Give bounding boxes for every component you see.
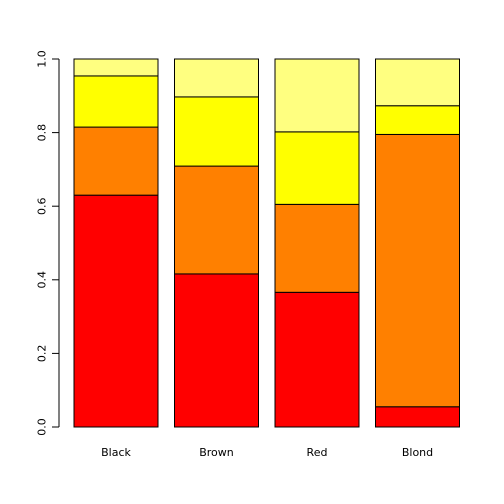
y-tick-label: 0.2	[36, 345, 49, 363]
bar-segment-blond-3	[375, 105, 460, 135]
bar-segment-black-3	[73, 75, 159, 128]
bar-segment-red-1	[274, 291, 360, 428]
bar-segment-blond-2	[375, 133, 460, 408]
x-category-label: Blond	[402, 446, 433, 459]
bars-group	[73, 58, 460, 428]
bar-segment-red-3	[274, 131, 360, 205]
y-tick-label: 0.4	[36, 271, 49, 289]
x-category-label: Red	[307, 446, 328, 459]
y-tick-label: 0.8	[36, 124, 49, 142]
bar-segment-red-2	[274, 203, 360, 293]
bar-segment-brown-1	[174, 273, 259, 428]
y-tick-label: 1.0	[36, 50, 49, 68]
bar-segment-red-4	[274, 58, 360, 133]
x-axis-labels: Black Brown Red Blond	[101, 446, 433, 459]
bar-segment-blond-1	[375, 406, 460, 428]
x-category-label: Brown	[199, 446, 234, 459]
bar-segment-brown-4	[174, 58, 259, 98]
bar-segment-blond-4	[375, 58, 460, 107]
bar-segment-brown-3	[174, 96, 259, 167]
y-tick-label: 0.6	[36, 197, 49, 215]
y-tick-label: 0.0	[36, 418, 49, 436]
bar-segment-black-1	[73, 194, 159, 428]
bar-segment-brown-2	[174, 165, 259, 275]
y-axis: 0.0 0.2 0.4 0.6 0.8 1.0	[36, 50, 60, 436]
bar-segment-black-4	[73, 58, 159, 77]
x-category-label: Black	[101, 446, 131, 459]
bar-segment-black-2	[73, 126, 159, 196]
